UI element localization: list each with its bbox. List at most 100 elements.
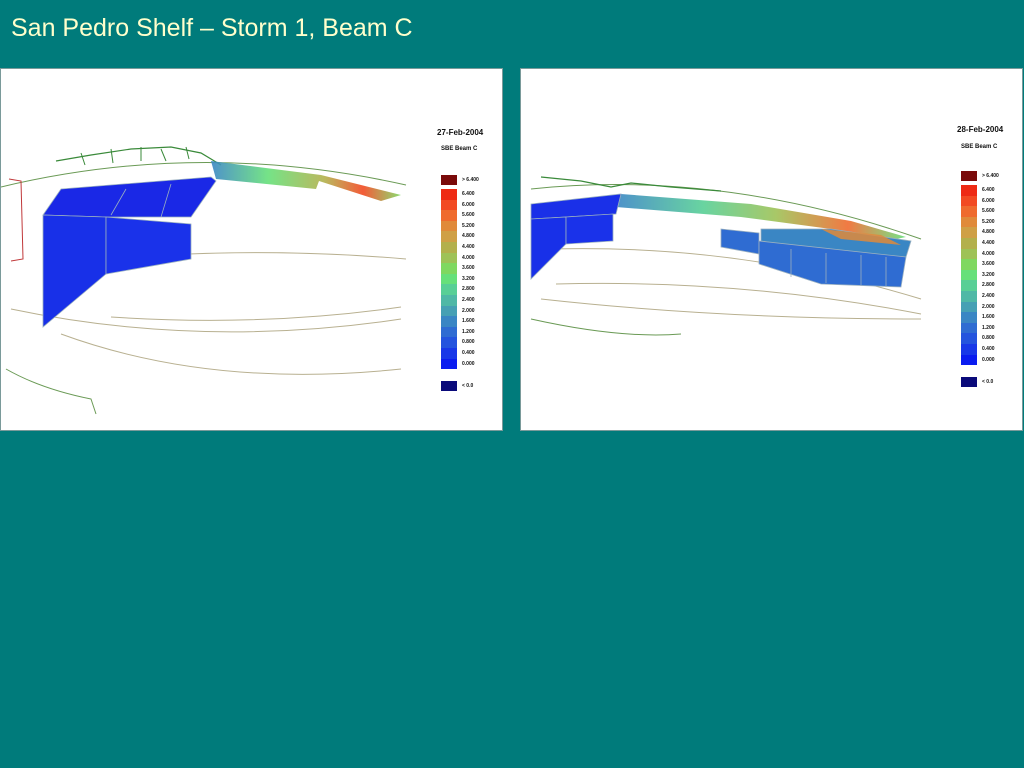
legend-swatch (441, 220, 457, 232)
wall-section (42, 214, 107, 328)
legend-label: 1.600 (462, 318, 475, 325)
legend-item: 2.800 (441, 284, 501, 295)
legend-label: 0.800 (462, 339, 475, 346)
legend-swatch (961, 248, 977, 260)
legend-swatch (441, 189, 457, 200)
legend-swatch (961, 377, 977, 387)
legend-item: 4.800 (441, 231, 501, 242)
legend-swatch (961, 312, 977, 323)
top-plane (530, 193, 622, 220)
harbor-piers (80, 146, 190, 166)
legend-item: 1.600 (441, 316, 501, 327)
transect-plot-27-feb (1, 146, 407, 415)
legend-item: 4.400 (441, 242, 501, 253)
legend-item: 0.800 (961, 333, 1021, 344)
legend-swatch (961, 333, 977, 344)
legend-swatch (961, 216, 977, 228)
legend-label: 4.800 (982, 229, 995, 236)
boundary-line (8, 178, 24, 262)
legend-label: 1.600 (982, 314, 995, 321)
legend-item: 0.800 (441, 337, 501, 348)
panel-28-feb: 28-Feb-2004 SBE Beam C > 6.400 6.400 6.000… (520, 68, 1023, 431)
legend-label: 2.800 (982, 282, 995, 289)
legend-swatch (441, 348, 457, 359)
legend-label: 2.000 (462, 307, 475, 314)
legend-swatch (961, 280, 977, 291)
top-plane (42, 176, 217, 218)
legend-item: 0.400 (961, 344, 1021, 355)
legend-swatch (441, 381, 457, 391)
legend-swatch (961, 185, 977, 196)
legend-item: 2.400 (441, 295, 501, 306)
legend-label: < 0.0 (462, 383, 474, 389)
legend-swatch (441, 305, 457, 317)
legend-label: 6.000 (462, 201, 475, 208)
legend-item: 2.400 (961, 291, 1021, 302)
legend-swatch (961, 227, 977, 238)
legend-label: 4.400 (982, 240, 995, 246)
legend-label: 2.000 (982, 303, 995, 310)
legend-label: > 6.400 (462, 177, 479, 183)
legend-item: 4.000 (441, 252, 501, 264)
contour-line (540, 298, 922, 320)
coastline (5, 368, 97, 415)
legend-item: 4.400 (961, 238, 1021, 249)
legend-label: 4.800 (462, 233, 475, 240)
grid-line (110, 183, 172, 218)
legend-label: 0.000 (462, 360, 475, 367)
legend-swatch (441, 231, 457, 242)
transect-surface (211, 161, 401, 201)
legend-label: 4.000 (462, 254, 475, 261)
harbor-outline (55, 146, 222, 166)
contour-line (10, 308, 402, 333)
legend-item: 3.200 (441, 273, 501, 285)
legend-label: 4.000 (982, 250, 995, 257)
legend-item: 6.400 (441, 189, 501, 200)
legend-item: 3.600 (961, 259, 1021, 270)
legend-item: 5.200 (441, 220, 501, 232)
wall-section (105, 216, 192, 275)
contour-line (60, 333, 402, 375)
legend-label: 2.400 (982, 293, 995, 299)
legend-label: 2.800 (462, 286, 475, 293)
legend-swatch (441, 326, 457, 338)
legend-swatch (441, 242, 457, 253)
legend-swatch (961, 206, 977, 217)
legend-label: 3.200 (462, 275, 475, 282)
legend-item: < 0.0 (441, 381, 501, 391)
legend-item: 5.600 (961, 206, 1021, 217)
legend-item: 6.400 (961, 185, 1021, 196)
legend-item: 0.000 (441, 358, 501, 370)
legend-swatch (961, 344, 977, 355)
legend-label: 5.200 (462, 222, 475, 229)
legend-item: 1.600 (961, 312, 1021, 323)
legend-label: 5.200 (982, 218, 995, 225)
transect-plot-28-feb (530, 176, 922, 336)
legend-item: < 0.0 (961, 377, 1021, 387)
legend-label: 5.600 (462, 212, 475, 219)
legend-label: 4.400 (462, 244, 475, 250)
legend-label: 1.200 (462, 328, 475, 335)
legend-swatch (441, 252, 457, 264)
legend-swatch (441, 284, 457, 295)
legend-swatch (961, 322, 977, 334)
contour-line (555, 282, 922, 315)
legend-item: 3.600 (441, 263, 501, 274)
coastline (530, 318, 682, 336)
legend-label: 6.400 (982, 187, 995, 193)
legend-item: 0.000 (961, 354, 1021, 366)
legend-swatch (441, 337, 457, 348)
coastline (1, 162, 407, 188)
panel-date: 28-Feb-2004 (957, 125, 1004, 134)
legend-label: 6.400 (462, 191, 475, 197)
legend-item: 1.200 (441, 326, 501, 338)
legend-swatch (961, 238, 977, 249)
panel-variable: SBE Beam C (961, 144, 998, 150)
panel-date: 27-Feb-2004 (437, 128, 484, 137)
legend-label: 1.200 (982, 324, 995, 331)
contour-line (110, 306, 402, 321)
legend-item: 0.400 (441, 348, 501, 359)
high-value-zone (821, 229, 901, 245)
panel-variable: SBE Beam C (441, 146, 478, 152)
coastline (530, 184, 922, 240)
